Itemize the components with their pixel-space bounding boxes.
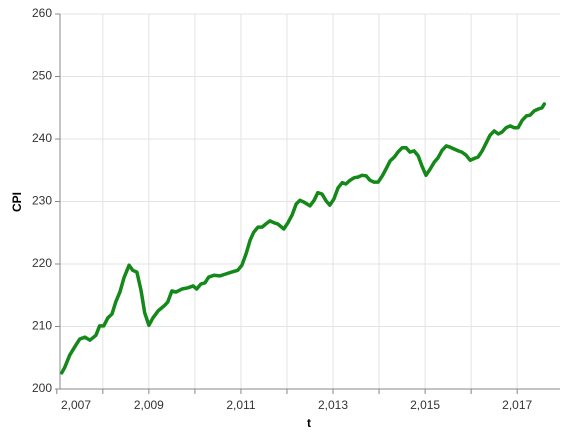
y-axis-title: CPI <box>10 192 24 212</box>
x-tick-label: 2,013 <box>318 398 348 412</box>
y-tick-label: 220 <box>32 256 52 270</box>
y-tick-label: 250 <box>32 69 52 83</box>
x-axis-title: t <box>307 416 311 430</box>
x-tick-label: 2,011 <box>226 398 255 412</box>
x-tick-label: 2,015 <box>410 398 440 412</box>
y-tick-label: 260 <box>32 6 52 20</box>
y-tick-label: 200 <box>32 381 52 395</box>
line <box>60 102 547 375</box>
x-tick-label: 2,007 <box>61 398 91 412</box>
y-tick-label: 230 <box>32 194 52 208</box>
y-tick-label: 210 <box>32 319 52 333</box>
x-tick-label: 2,009 <box>134 398 164 412</box>
x-tick-label: 2,017 <box>502 398 532 412</box>
y-tick-label: 240 <box>32 131 52 145</box>
